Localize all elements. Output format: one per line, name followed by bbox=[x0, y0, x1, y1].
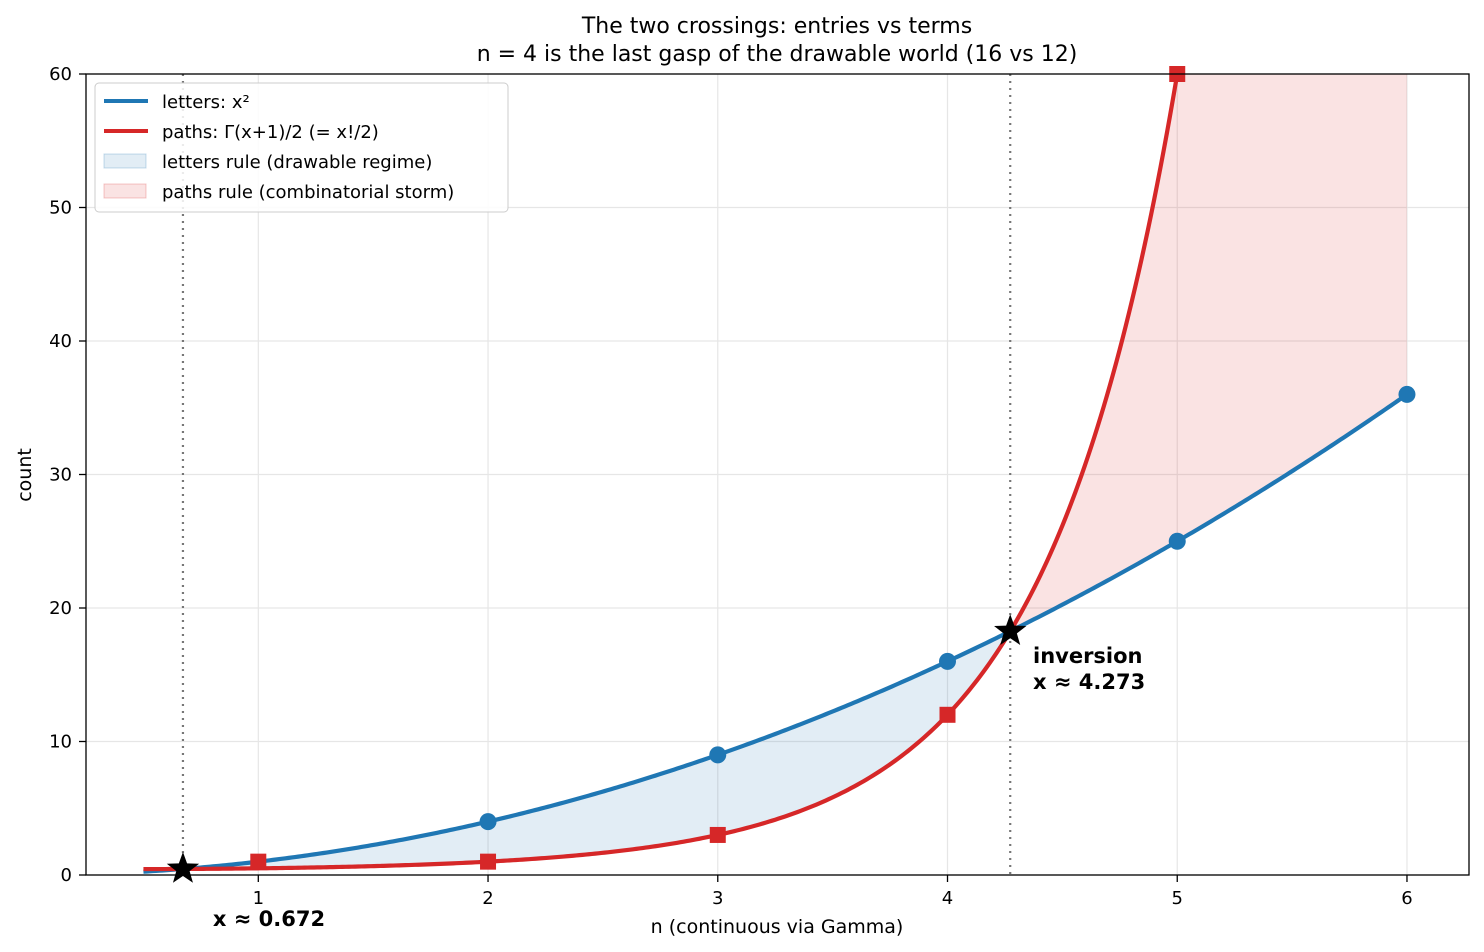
y-tick-label: 20 bbox=[49, 598, 72, 619]
legend-label-letters: letters: x² bbox=[162, 92, 250, 113]
series-letters-line bbox=[143, 392, 1409, 874]
x-axis-label: n (continuous via Gamma) bbox=[651, 916, 904, 938]
legend-label-paths: paths: Γ(x+1)/2 (= x!/2) bbox=[162, 122, 379, 143]
series-paths-line bbox=[143, 74, 1180, 872]
crossing-stars bbox=[166, 614, 1027, 883]
legend-swatch-paths-region bbox=[103, 183, 147, 199]
paths-point bbox=[709, 826, 726, 843]
y-tick-label: 0 bbox=[61, 865, 72, 886]
series-lines bbox=[143, 74, 1409, 874]
crossing-label-inversion: inversion bbox=[1033, 644, 1143, 668]
x-tick-label: 5 bbox=[1172, 888, 1183, 909]
letters-point bbox=[1398, 385, 1416, 403]
chart-subtitle: n = 4 is the last gasp of the drawable w… bbox=[477, 42, 1078, 67]
letters-point bbox=[1168, 532, 1186, 550]
x-ticks: 1 2 3 4 5 6 bbox=[253, 875, 1413, 909]
y-tick-label: 30 bbox=[49, 465, 72, 486]
letters-point bbox=[479, 813, 497, 831]
crossing-label-left: x ≈ 0.672 bbox=[213, 907, 325, 931]
region-letters bbox=[182, 631, 1011, 869]
y-tick-label: 60 bbox=[49, 64, 72, 85]
legend-label-letters-region: letters rule (drawable regime) bbox=[162, 152, 432, 173]
paths-point bbox=[250, 853, 267, 870]
letters-point bbox=[939, 652, 957, 670]
x-tick-label: 6 bbox=[1401, 888, 1412, 909]
series-markers bbox=[250, 66, 1416, 870]
y-tick-label: 50 bbox=[49, 198, 72, 219]
crossing-star bbox=[994, 614, 1027, 645]
x-tick-label: 2 bbox=[482, 888, 493, 909]
x-tick-label: 1 bbox=[253, 888, 264, 909]
legend: letters: x² paths: Γ(x+1)/2 (= x!/2) let… bbox=[94, 82, 509, 213]
crossing-star bbox=[166, 851, 200, 883]
legend-box bbox=[94, 82, 509, 213]
y-tick-label: 10 bbox=[49, 732, 72, 753]
letters-point bbox=[709, 746, 727, 764]
y-ticks: 0 10 20 30 40 50 60 bbox=[49, 64, 86, 886]
legend-swatch-letters-region bbox=[103, 153, 147, 169]
y-axis-label: count bbox=[14, 448, 36, 502]
x-tick-label: 4 bbox=[942, 888, 953, 909]
paths-point bbox=[480, 853, 497, 870]
chart-title: The two crossings: entries vs terms bbox=[581, 14, 972, 39]
y-tick-label: 40 bbox=[49, 331, 72, 352]
legend-label-paths-region: paths rule (combinatorial storm) bbox=[162, 182, 454, 203]
crossing-label-inversion-x: x ≈ 4.273 bbox=[1033, 670, 1145, 694]
region-paths bbox=[1010, 74, 1407, 632]
x-tick-label: 3 bbox=[712, 888, 723, 909]
paths-point bbox=[939, 706, 956, 723]
